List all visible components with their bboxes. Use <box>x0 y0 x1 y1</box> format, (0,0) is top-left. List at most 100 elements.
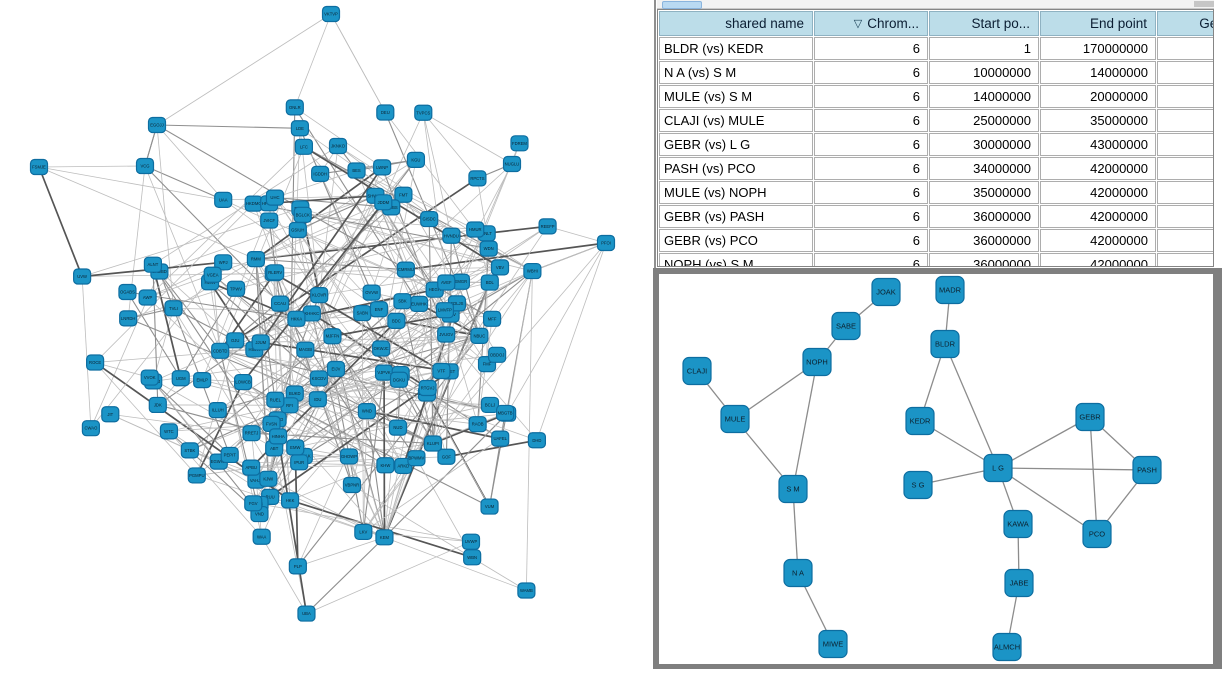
network-node[interactable]: VGEA <box>204 267 221 282</box>
network-node[interactable]: ROCE <box>87 355 104 370</box>
table-cell[interactable]: GEBR (vs) L G <box>659 133 813 156</box>
network-node[interactable]: EIJV <box>327 361 344 376</box>
network-node-claji[interactable]: CLAJI <box>683 358 711 385</box>
table-cell[interactable]: 42000000 <box>1040 157 1156 180</box>
network-node[interactable]: AVEF <box>438 275 455 290</box>
network-node-s-m[interactable]: S M <box>779 476 807 503</box>
network-node[interactable]: CCAU <box>272 296 289 311</box>
table-cell[interactable]: 1 <box>929 37 1039 60</box>
network-node[interactable]: IPUR <box>291 455 308 470</box>
network-node[interactable]: CWAO <box>82 421 99 436</box>
network-node-s-g[interactable]: S G <box>904 472 932 499</box>
table-cell[interactable]: 8.9 <box>1157 205 1214 228</box>
network-node[interactable]: OKWJC <box>373 341 390 356</box>
network-node[interactable]: ONLR <box>286 100 303 115</box>
table-cell[interactable]: 6 <box>814 253 928 267</box>
network-node[interactable]: PEPIT <box>221 447 238 462</box>
table-cell[interactable]: 42000000 <box>1040 253 1156 267</box>
table-cell[interactable]: NOPH (vs) S M <box>659 253 813 267</box>
table-cell[interactable]: 16.9 <box>1157 133 1214 156</box>
network-node[interactable]: TPWV <box>228 281 245 296</box>
network-node[interactable]: STBK <box>181 443 198 458</box>
network-node[interactable]: KSCDV <box>310 371 327 386</box>
network-node[interactable]: KHW <box>377 458 394 473</box>
table-row[interactable]: MULE (vs) S M614000000200000007.5 <box>659 85 1214 108</box>
table-cell[interactable]: MULE (vs) NOPH <box>659 181 813 204</box>
network-node[interactable]: HKKA <box>288 311 305 326</box>
network-node[interactable]: GISDC <box>421 212 438 227</box>
network-node[interactable]: VBV <box>492 260 509 275</box>
panel-splitter[interactable] <box>654 0 656 268</box>
scrollbar-thumb[interactable] <box>662 1 702 9</box>
network-node[interactable]: DHD <box>528 433 545 448</box>
table-cell[interactable]: 6 <box>814 109 928 132</box>
table-cell[interactable]: PASH (vs) PCO <box>659 157 813 180</box>
network-node-almch[interactable]: ALMCH <box>993 634 1021 661</box>
table-cell[interactable]: 8.4 <box>1157 229 1214 252</box>
table-cell[interactable]: 34000000 <box>929 157 1039 180</box>
network-node[interactable]: UAA <box>215 192 232 207</box>
table-cell[interactable]: 10.5 <box>1157 181 1214 204</box>
network-node[interactable]: TVLI <box>165 301 182 316</box>
network-node[interactable]: NUD <box>389 420 406 435</box>
table-horizontal-scrollbar[interactable] <box>657 0 1214 9</box>
network-node[interactable]: WND <box>358 404 375 419</box>
table-cell[interactable]: 6 <box>814 133 928 156</box>
network-node[interactable]: PLP <box>289 559 306 574</box>
network-node[interactable]: BCLJ <box>482 397 499 412</box>
network-node[interactable]: LMVFP <box>436 303 453 318</box>
network-node[interactable]: BES <box>348 163 365 178</box>
table-row[interactable]: NOPH (vs) S M636000000420000009.9 <box>659 253 1214 267</box>
network-node[interactable]: MFF <box>484 311 501 326</box>
table-row[interactable]: BLDR (vs) KEDR61170000000192.0 <box>659 37 1214 60</box>
network-node[interactable]: LWNP <box>374 160 391 175</box>
network-node[interactable]: KHHKC <box>303 306 320 321</box>
table-cell[interactable]: 42000000 <box>1040 229 1156 252</box>
table-row[interactable]: MULE (vs) NOPH6350000004200000010.5 <box>659 181 1214 204</box>
table-row[interactable]: GEBR (vs) L G6300000004300000016.9 <box>659 133 1214 156</box>
network-node[interactable]: PFOI <box>598 236 615 251</box>
network-node[interactable]: ENF <box>370 302 387 317</box>
network-node[interactable]: UVWP <box>463 534 480 549</box>
network-node-madr[interactable]: MADR <box>936 277 964 304</box>
table-cell[interactable]: N A (vs) S M <box>659 61 813 84</box>
network-node[interactable]: SABN <box>354 306 371 321</box>
network-node[interactable]: DEU <box>377 105 394 120</box>
table-cell[interactable]: 6 <box>814 157 928 180</box>
network-node[interactable]: WBHI <box>524 264 541 279</box>
network-node[interactable]: KJWI <box>260 471 277 486</box>
network-node[interactable]: RAOB <box>469 417 486 432</box>
table-cell[interactable]: 192.0 <box>1157 37 1214 60</box>
network-node[interactable]: WAMB <box>518 583 535 598</box>
table-row[interactable]: N A (vs) S M610000000140000006.6 <box>659 61 1214 84</box>
network-node[interactable]: LOWCB <box>235 375 252 390</box>
column-header-start-po-[interactable]: Start po... <box>929 11 1039 36</box>
network-node[interactable]: UAFEL <box>492 431 509 446</box>
network-node-noph[interactable]: NOPH <box>803 349 831 376</box>
table-cell[interactable]: 35000000 <box>1040 109 1156 132</box>
network-node[interactable]: BPWMV <box>408 451 425 466</box>
network-node[interactable]: UBA <box>298 606 315 621</box>
network-node[interactable]: HINHA <box>270 429 287 444</box>
table-cell[interactable]: 42000000 <box>1040 205 1156 228</box>
table-cell[interactable]: 6 <box>814 181 928 204</box>
network-node[interactable]: NBUC <box>471 328 488 343</box>
table-cell[interactable]: 43000000 <box>1040 133 1156 156</box>
network-node[interactable]: LFC <box>295 139 312 154</box>
network-node[interactable]: KLOVR <box>311 288 328 303</box>
network-node[interactable]: WBN <box>464 550 481 565</box>
network-node[interactable]: MBGTB <box>497 405 514 420</box>
table-cell[interactable]: 36000000 <box>929 253 1039 267</box>
network-node[interactable]: GSIUH <box>289 223 306 238</box>
table-row[interactable]: CLAJI (vs) MULE625000000350000005.9 <box>659 109 1214 132</box>
table-cell[interactable]: 6 <box>814 37 928 60</box>
table-cell[interactable]: 14000000 <box>1040 61 1156 84</box>
network-node[interactable]: UVW <box>74 269 91 284</box>
network-node-joak[interactable]: JOAK <box>872 279 900 306</box>
network-node[interactable]: MJFFN <box>324 329 341 344</box>
table-cell[interactable]: 14000000 <box>929 85 1039 108</box>
column-header-genetic-[interactable]: Genetic... <box>1157 11 1214 36</box>
network-node[interactable]: CMRMU <box>397 262 414 277</box>
network-node[interactable]: VVOK <box>141 370 158 385</box>
